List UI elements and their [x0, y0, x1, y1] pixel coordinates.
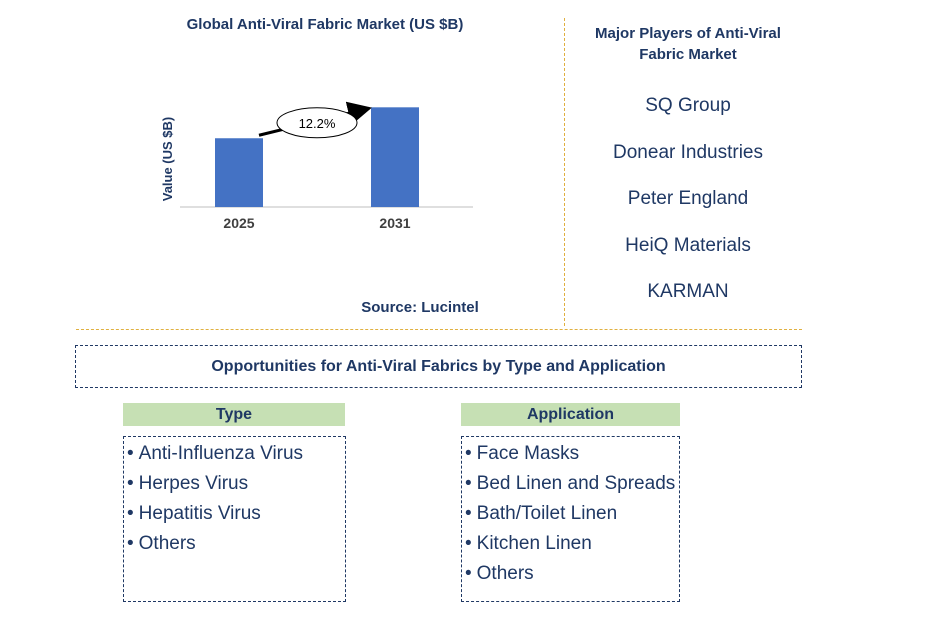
type-item: Hepatitis Virus	[127, 499, 345, 529]
y-axis-label: Value (US $B)	[160, 117, 175, 202]
type-item: Others	[127, 529, 345, 559]
bar	[371, 107, 419, 207]
cagr-bubble	[276, 107, 358, 139]
cagr-label: 12.2%	[299, 116, 336, 131]
application-item: Bed Linen and Spreads	[465, 469, 679, 499]
application-list: Face Masks Bed Linen and Spreads Bath/To…	[465, 439, 679, 589]
type-list-box: Anti-Influenza Virus Herpes Virus Hepati…	[123, 436, 346, 602]
chart-title: Global Anti-Viral Fabric Market (US $B)	[186, 16, 464, 33]
player-item: SQ Group	[645, 95, 731, 116]
player-item: Peter England	[627, 188, 749, 209]
application-item: Bath/Toilet Linen	[465, 499, 679, 529]
type-header: Type	[123, 403, 345, 426]
players-title: Major Players of Anti-Viral Fabric Marke…	[595, 25, 781, 63]
bar-chart: Value (US $B) 2025 2031 12.2%	[160, 101, 473, 231]
application-header: Application	[461, 403, 680, 426]
opportunities-title: Opportunities for Anti-Viral Fabrics by …	[75, 345, 802, 388]
type-list: Anti-Influenza Virus Herpes Virus Hepati…	[127, 439, 345, 559]
players-list: SQ Group Donear Industries Peter England…	[578, 92, 798, 325]
application-list-box: Face Masks Bed Linen and Spreads Bath/To…	[461, 436, 680, 602]
application-item: Others	[465, 559, 679, 589]
horizontal-divider	[76, 329, 802, 330]
chart-source: Source: Lucintel	[361, 299, 479, 316]
application-item: Kitchen Linen	[465, 529, 679, 559]
player-item: Donear Industries	[613, 141, 763, 163]
player-item: HeiQ Materials	[625, 234, 751, 256]
x-tick-label: 2031	[379, 215, 410, 231]
application-item: Face Masks	[465, 439, 679, 469]
type-item: Herpes Virus	[127, 469, 345, 499]
vertical-divider	[564, 18, 565, 326]
type-item: Anti-Influenza Virus	[127, 439, 345, 469]
player-item: KARMAN	[647, 281, 729, 302]
x-tick-label: 2025	[223, 215, 254, 231]
bar	[215, 138, 263, 207]
